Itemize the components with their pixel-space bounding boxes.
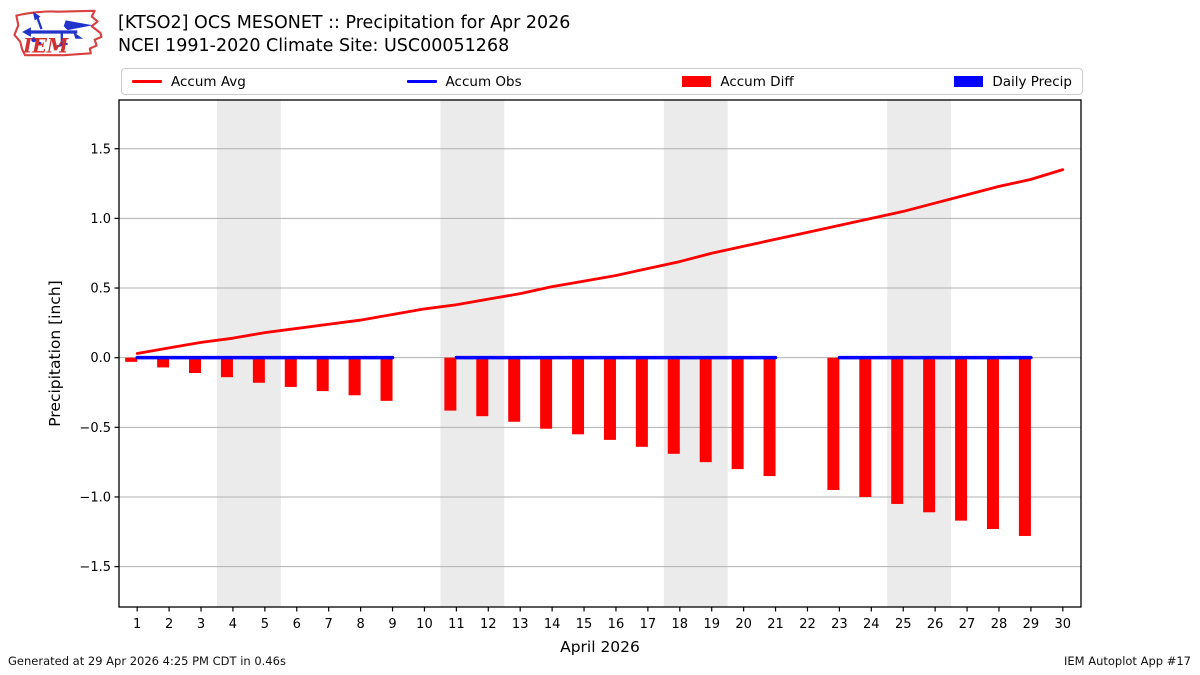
accum-diff-bar xyxy=(476,357,489,417)
legend-item-accum-obs: Accum Obs xyxy=(406,73,522,90)
x-tick-label: 10 xyxy=(416,617,433,632)
weekend-band xyxy=(216,100,281,607)
legend-item-accum-avg: Accum Avg xyxy=(132,74,246,90)
x-tick-label: 14 xyxy=(544,617,561,632)
x-tick-label: 4 xyxy=(229,617,237,632)
accum-diff-bar xyxy=(923,357,936,513)
daily-precip-swatch xyxy=(954,76,984,87)
y-tick-label: −0.5 xyxy=(79,421,111,436)
x-tick-label: 28 xyxy=(991,617,1008,632)
x-tick-label: 18 xyxy=(672,617,689,632)
x-tick-label: 3 xyxy=(197,617,205,632)
page-subtitle: NCEI 1991-2020 Climate Site: USC00051268 xyxy=(118,36,510,56)
y-tick-label: −1.0 xyxy=(79,490,111,505)
x-tick-label: 21 xyxy=(767,617,784,632)
accum-diff-bar xyxy=(316,357,329,392)
accum-diff-bar xyxy=(572,357,585,435)
accum-diff-bar xyxy=(763,357,776,477)
page-title: [KTSO2] OCS MESONET :: Precipitation for… xyxy=(118,13,571,33)
accum-diff-bar xyxy=(891,357,904,504)
legend-item-daily-precip: Daily Precip xyxy=(954,74,1072,90)
accum-diff-bar xyxy=(540,357,553,429)
accum-diff-bar xyxy=(955,357,968,521)
y-tick-label: −1.5 xyxy=(79,560,111,575)
accum-diff-bar xyxy=(699,357,712,463)
weekend-band xyxy=(440,100,505,607)
accum-avg-line xyxy=(135,168,1065,355)
iem-logo: IEM xyxy=(13,9,103,57)
accum-diff-bar xyxy=(157,357,170,368)
weekend-band xyxy=(663,100,728,607)
plot-border xyxy=(118,99,1082,608)
x-tick-label: 15 xyxy=(576,617,593,632)
legend-item-accum-diff: Accum Diff xyxy=(682,73,794,90)
x-tick-label: 6 xyxy=(293,617,301,632)
y-axis-label: Precipitation [inch] xyxy=(46,280,64,426)
title-block: [KTSO2] OCS MESONET :: Precipitation for… xyxy=(118,12,570,58)
y-tick-label: 1.5 xyxy=(90,142,111,157)
x-axis-label: April 2026 xyxy=(560,638,640,656)
app-credit: IEM Autoplot App #17 xyxy=(1063,654,1191,668)
x-tick-label: 29 xyxy=(1023,617,1040,632)
x-tick-label: 27 xyxy=(959,617,976,632)
daily-precip-label: Daily Precip xyxy=(992,73,1072,90)
generated-timestamp: Generated at 29 Apr 2026 4:25 PM CDT in … xyxy=(8,654,286,668)
accum-obs-swatch xyxy=(406,79,437,84)
iowa-outline xyxy=(13,9,103,57)
x-tick-label: 20 xyxy=(735,617,752,632)
y-tick-label: 0.0 xyxy=(90,351,111,366)
x-tick-label: 5 xyxy=(261,617,269,632)
accum-diff-bar xyxy=(1018,357,1031,536)
accum-diff-swatch xyxy=(682,76,712,87)
accum-diff-bar xyxy=(986,357,999,529)
accum-diff-bar xyxy=(827,357,840,490)
x-tick-label: 30 xyxy=(1055,617,1072,632)
accum-diff-bar xyxy=(284,357,297,387)
x-tick-label: 25 xyxy=(895,617,912,632)
x-tick-label: 17 xyxy=(640,617,657,632)
x-tick-label: 9 xyxy=(388,617,396,632)
accum-diff-bar xyxy=(189,357,202,373)
weekend-band xyxy=(887,100,952,607)
x-tick-label: 13 xyxy=(512,617,529,632)
y-tick-label: 1.0 xyxy=(90,212,111,227)
accum-diff-bar xyxy=(635,357,648,447)
accum-avg-label: Accum Avg xyxy=(171,73,246,90)
accum-diff-bar xyxy=(444,357,457,411)
accum-diff-bar xyxy=(508,357,521,422)
x-tick-label: 11 xyxy=(448,617,465,632)
y-tick-label: 0.5 xyxy=(90,282,111,297)
x-tick-label: 24 xyxy=(863,617,880,632)
iem-logo-text: IEM xyxy=(22,34,69,57)
x-tick-label: 22 xyxy=(799,617,816,632)
accum-diff-bar xyxy=(348,357,361,396)
x-tick-label: 16 xyxy=(608,617,625,632)
chart-legend: Accum Avg Accum Obs Accum Diff Daily Precip xyxy=(121,68,1083,95)
x-tick-label: 7 xyxy=(325,617,333,632)
x-tick-label: 19 xyxy=(703,617,720,632)
x-tick-label: 26 xyxy=(927,617,944,632)
accum-diff-bar xyxy=(252,357,265,383)
x-tick-label: 23 xyxy=(831,617,848,632)
accum-diff-bar xyxy=(603,357,616,440)
accum-obs-label: Accum Obs xyxy=(445,73,522,90)
x-tick-label: 12 xyxy=(480,617,497,632)
accum-diff-bar xyxy=(125,357,138,362)
x-tick-label: 1 xyxy=(133,617,141,632)
accum-avg-swatch xyxy=(132,79,162,84)
accum-diff-bar xyxy=(859,357,872,497)
accum-diff-bar xyxy=(220,357,233,378)
accum-diff-bar xyxy=(667,357,680,454)
accum-diff-label: Accum Diff xyxy=(720,73,794,90)
x-tick-label: 8 xyxy=(356,617,364,632)
accum-diff-bar xyxy=(731,357,744,470)
accum-diff-bar xyxy=(380,357,393,401)
x-tick-label: 2 xyxy=(165,617,173,632)
